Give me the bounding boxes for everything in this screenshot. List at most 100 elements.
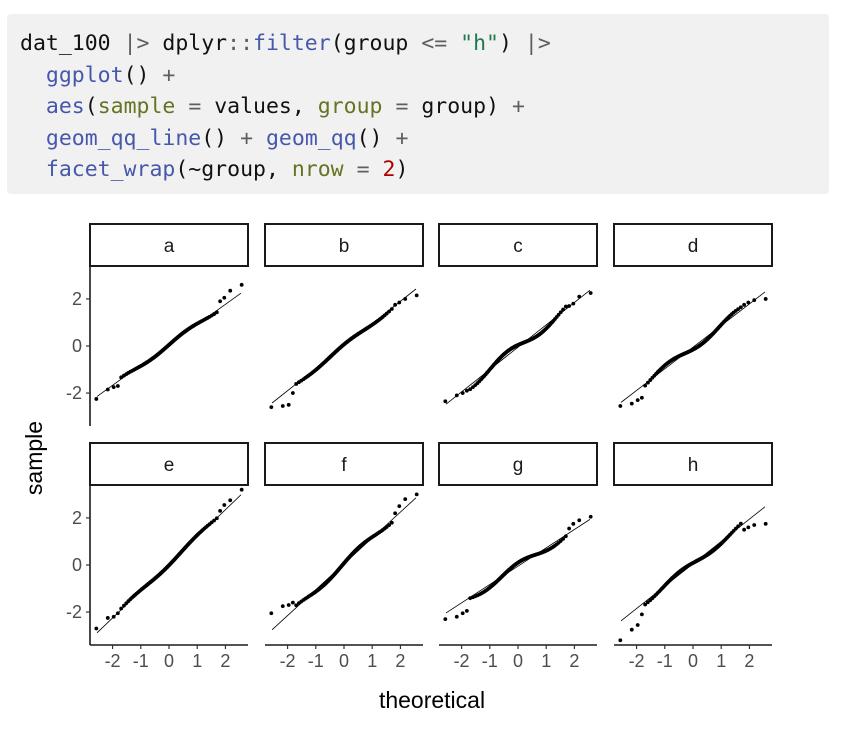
qq-point: [556, 312, 561, 317]
qq-point: [571, 301, 576, 306]
y-tick-label: 0: [72, 336, 82, 356]
x-tick-label: 0: [339, 651, 349, 671]
qq-point: [733, 526, 738, 531]
code-token-op: <=: [421, 31, 461, 56]
code-token-id: (~group,: [175, 157, 292, 182]
code-token-id: [370, 157, 383, 182]
qq-point: [738, 305, 743, 310]
qq-point: [389, 520, 394, 525]
qq-point: [290, 391, 295, 395]
code-listing: dat_100 |> dplyr::filter(group <= "h") |…: [20, 28, 551, 186]
code-line: ggplot() +: [20, 63, 175, 88]
qq-point: [286, 603, 291, 607]
qq-point: [393, 511, 398, 516]
facet-panel-g: g -2 -1 0 1 2: [438, 442, 598, 671]
qq-point: [214, 516, 219, 521]
qq-point: [746, 525, 751, 530]
qq-point: [738, 521, 743, 526]
code-token-op: =: [395, 94, 409, 119]
code-line: dat_100 |> dplyr::filter(group <= "h") |…: [20, 31, 551, 56]
facet-panel-a: a -2 0 2: [66, 223, 249, 426]
x-tick-label: 2: [220, 651, 230, 671]
facet-panel-b: b: [264, 223, 424, 410]
qq-point: [111, 614, 116, 619]
x-tick-label: -1: [133, 651, 149, 671]
code-token-id: [20, 63, 46, 88]
qq-point: [403, 297, 408, 301]
facet-strip: [264, 223, 424, 267]
qq-point: [454, 393, 459, 398]
qq-point: [763, 297, 768, 301]
code-token-num: 2: [382, 157, 396, 182]
x-tick-label: 1: [716, 651, 726, 671]
facet-strip: [613, 442, 773, 486]
qq-point: [561, 307, 565, 312]
qq-point: [635, 623, 640, 627]
qq-point: [218, 508, 223, 513]
qq-point: [736, 524, 740, 529]
qq-point: [212, 312, 216, 316]
code-token-op: +: [162, 62, 176, 88]
qq-point: [94, 397, 99, 401]
x-tick-label: 0: [688, 651, 698, 671]
code-token-arg: group: [317, 94, 383, 119]
code-token-op: |>: [524, 31, 551, 56]
qq-point: [577, 518, 582, 523]
qq-point: [119, 375, 124, 380]
code-token-fn: geom_qq: [265, 125, 357, 151]
qq-point: [212, 518, 216, 523]
y-tick-label: -2: [66, 383, 82, 403]
qq-point: [294, 603, 299, 608]
facet-strip-label: d: [688, 236, 699, 257]
facet-strip-label: c: [513, 236, 523, 257]
code-token-op: |>: [123, 31, 163, 56]
qq-point: [563, 534, 568, 539]
x-tick-label: 1: [367, 651, 377, 671]
code-token-op: =: [356, 157, 370, 182]
qq-point: [397, 504, 402, 509]
facet-strip-label: a: [164, 236, 175, 257]
x-tick-label: 1: [541, 651, 551, 671]
qq-point: [286, 402, 291, 407]
qq-point: [763, 521, 768, 526]
code-token-id: (group: [330, 31, 422, 56]
qq-point: [387, 523, 391, 528]
qq-point: [639, 612, 644, 617]
qq-point: [460, 611, 465, 616]
facet-panel-f: f -2 -1 0 1 2: [264, 442, 424, 671]
qq-point: [115, 611, 120, 616]
qq-point: [94, 626, 99, 631]
qq-point: [464, 608, 469, 613]
code-token-fn: aes: [45, 94, 85, 119]
code-block: dat_100 |> dplyr::filter(group <= "h") |…: [7, 14, 829, 194]
code-token-op: ::: [227, 31, 254, 56]
code-token-arg: nrow: [291, 157, 344, 182]
code-token-id: (): [201, 125, 241, 151]
x-tick-label: 0: [164, 651, 174, 671]
x-tick-label: 1: [192, 651, 202, 671]
code-token-op: =: [188, 94, 202, 119]
qq-point: [414, 492, 419, 497]
qq-point: [122, 603, 126, 608]
code-token-id: group): [408, 94, 512, 119]
facet-strip: [438, 223, 598, 267]
qq-point: [558, 310, 563, 315]
qq-point: [561, 536, 565, 541]
code-token-arg: sample: [97, 94, 176, 119]
x-tick-label: 2: [569, 651, 579, 671]
facet-strip-label: e: [164, 455, 175, 476]
facet-strip: [438, 442, 598, 486]
qq-point: [618, 638, 623, 643]
code-token-fn: filter: [253, 31, 331, 56]
qq-point: [468, 387, 473, 392]
qq-point: [460, 391, 465, 395]
qq-point: [577, 294, 582, 299]
code-line: facet_wrap(~group, nrow = 2): [20, 157, 409, 182]
qq-point: [736, 307, 740, 312]
qq-point: [393, 302, 398, 307]
qq-point: [443, 399, 448, 404]
x-tick-label: 2: [395, 651, 405, 671]
y-tick-label: 0: [72, 555, 82, 575]
facet-strip-label: b: [339, 236, 350, 257]
qq-point: [105, 387, 110, 392]
